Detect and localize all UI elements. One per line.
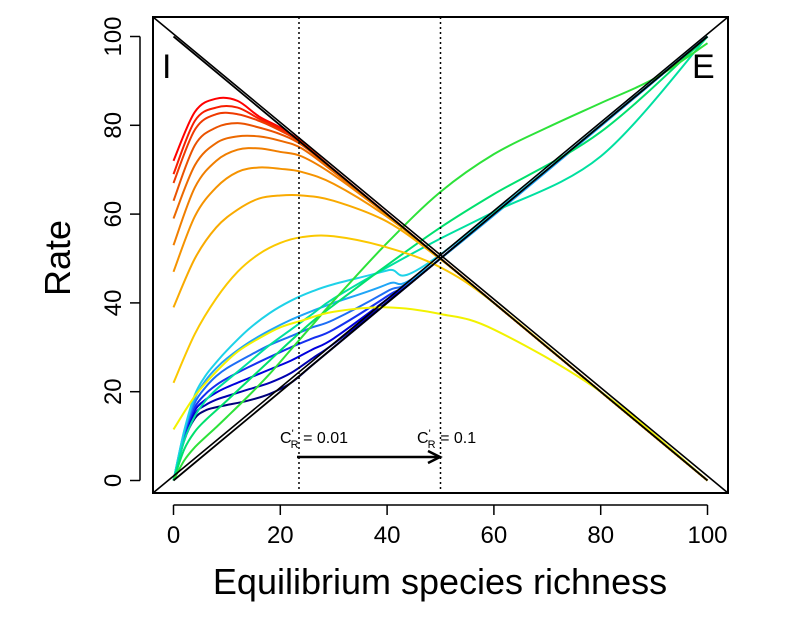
x-tick-label-20: 20 [267, 522, 294, 549]
y-tick-label-0: 0 [100, 474, 127, 487]
annotation-cr-low-sub: R [291, 439, 299, 451]
annotation-cr-high-sub: R [428, 439, 436, 451]
axes: 0 20 40 60 80 100 0 20 40 60 80 100 [100, 16, 728, 549]
x-tick-label-80: 80 [587, 522, 614, 549]
x-tick-label-60: 60 [481, 522, 508, 549]
immigration-curve-10 [172, 306, 709, 482]
x-tick-label-100: 100 [687, 522, 727, 549]
x-tick-label-40: 40 [374, 522, 401, 549]
y-tick-label-40: 40 [100, 290, 127, 317]
diagonal-extinction [152, 16, 729, 494]
extinction-curve-9 [172, 35, 709, 481]
corner-label-immigration: I [162, 48, 171, 86]
x-tick-label-0: 0 [167, 522, 180, 549]
extinction-curve-10 [172, 42, 709, 481]
annotation-cr-low-C: C [280, 430, 292, 447]
annotation-cr-high: C' R = 0.1 [417, 428, 476, 451]
y-axis-label: Rate [37, 220, 78, 296]
annotation-cr-low-sup: ' [292, 428, 294, 440]
extinction-curve-8 [172, 35, 709, 481]
extinction-curve-7 [172, 35, 709, 481]
annotation-cr-high-value: = 0.1 [436, 430, 477, 447]
annotation-cr-low: C' R = 0.01 [280, 428, 348, 451]
annotation-cr-high-sup: ' [429, 428, 431, 440]
arrow-head [427, 449, 443, 465]
immigration-curve-4 [172, 122, 709, 482]
annotation-cr-high-C: C [417, 430, 429, 447]
corner-label-extinction: E [692, 48, 715, 86]
y-tick-label-100: 100 [100, 16, 127, 56]
y-tick-label-80: 80 [100, 112, 127, 139]
annotation-arrow [297, 449, 443, 465]
y-tick-label-60: 60 [100, 201, 127, 228]
x-axis-label: Equilibrium species richness [213, 561, 667, 602]
reference-lines [298, 17, 442, 493]
y-tick-label-20: 20 [100, 378, 127, 405]
annotation-cr-low-value: = 0.01 [299, 430, 348, 447]
